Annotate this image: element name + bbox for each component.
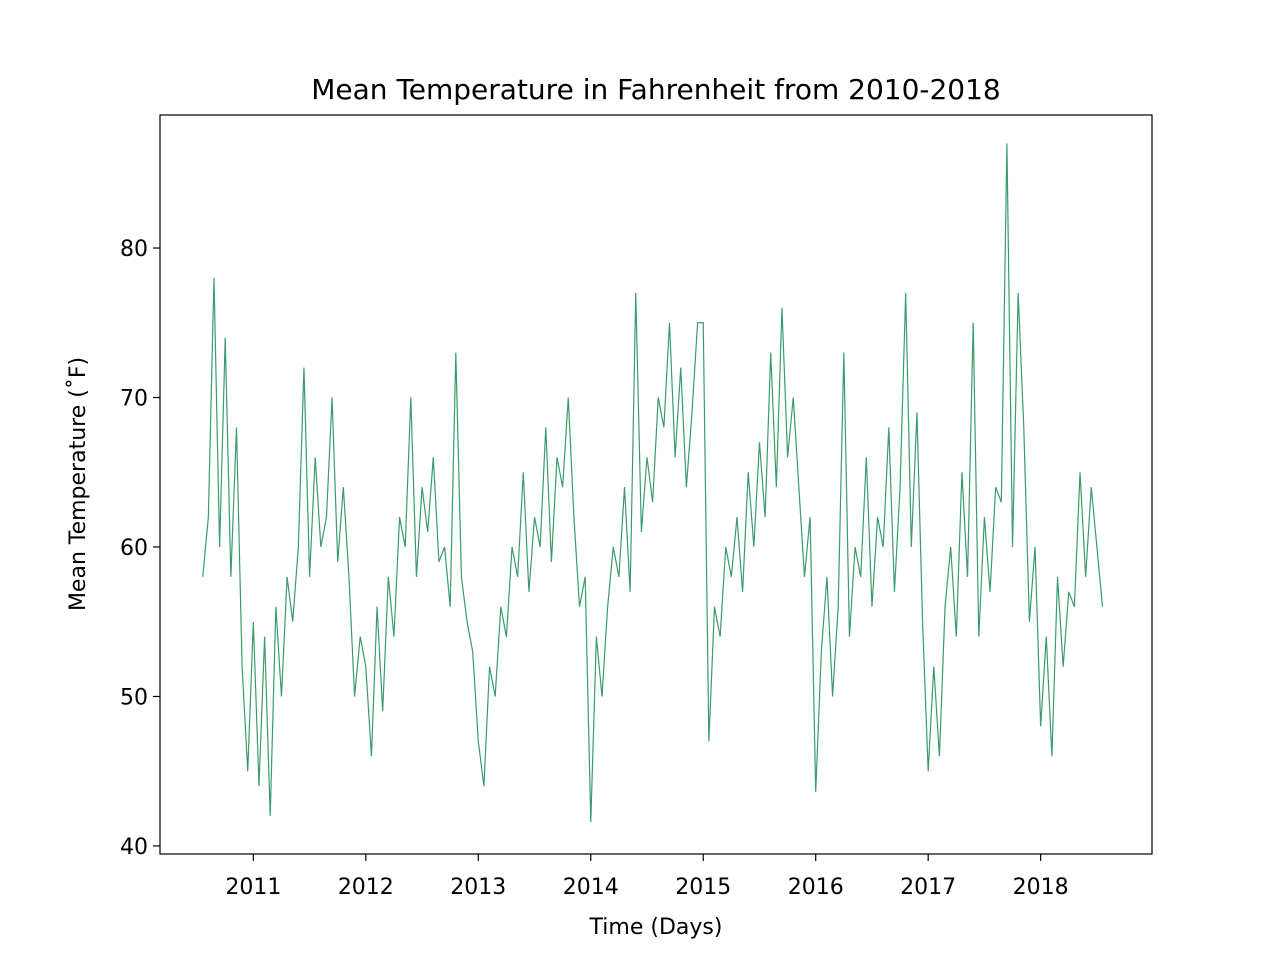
data-line [202, 143, 1104, 823]
y-axis-label: Mean Temperature (˚F) [66, 357, 91, 611]
x-tick-label: 2016 [788, 875, 844, 900]
x-tick-label: 2015 [675, 875, 731, 900]
y-tick-label: 60 [120, 536, 148, 561]
plot-frame [159, 114, 1153, 855]
x-tick-label: 2018 [1013, 875, 1069, 900]
y-tick-label: 40 [120, 835, 148, 860]
x-tick-label: 2011 [225, 875, 281, 900]
y-tick-label: 80 [120, 237, 148, 262]
y-tick-label: 70 [120, 387, 148, 412]
chart-title: Mean Temperature in Fahrenheit from 2010… [311, 73, 1001, 106]
y-tick-label: 50 [120, 685, 148, 710]
x-tick-label: 2017 [900, 875, 956, 900]
x-tick-label: 2014 [563, 875, 619, 900]
x-tick-label: 2012 [338, 875, 394, 900]
x-tick-label: 2013 [450, 875, 506, 900]
x-axis-label: Time (Days) [589, 915, 723, 940]
